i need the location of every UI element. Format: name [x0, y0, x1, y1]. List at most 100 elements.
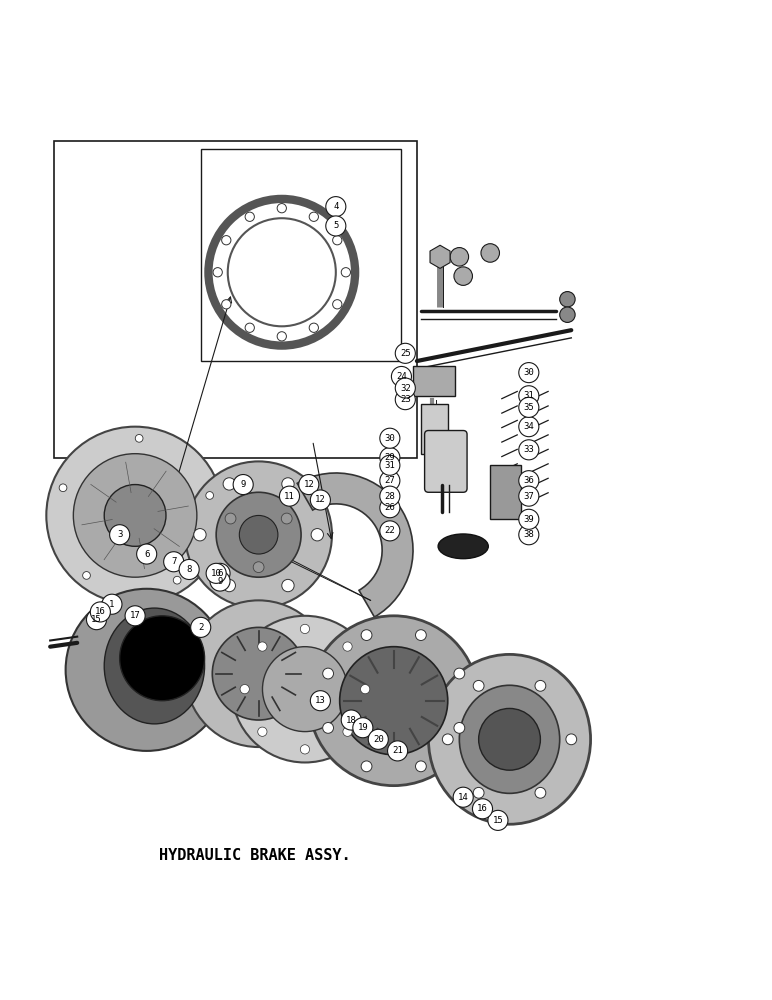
Circle shape: [222, 236, 231, 245]
Text: 7: 7: [171, 557, 176, 566]
Text: HYDRAULIC BRAKE ASSY.: HYDRAULIC BRAKE ASSY.: [159, 848, 350, 863]
Circle shape: [472, 799, 493, 819]
Text: 30: 30: [384, 434, 395, 443]
Wedge shape: [297, 473, 413, 617]
Circle shape: [245, 323, 254, 332]
Circle shape: [206, 563, 226, 583]
Circle shape: [262, 647, 347, 732]
Ellipse shape: [438, 534, 488, 559]
Circle shape: [300, 745, 310, 754]
Circle shape: [191, 617, 211, 637]
Text: 8: 8: [187, 565, 191, 574]
Text: 16: 16: [477, 804, 488, 813]
Circle shape: [519, 363, 539, 383]
Circle shape: [481, 244, 499, 262]
Circle shape: [223, 478, 235, 490]
Circle shape: [46, 427, 224, 604]
Circle shape: [212, 627, 305, 720]
Circle shape: [323, 668, 334, 679]
Circle shape: [535, 680, 546, 691]
Circle shape: [240, 685, 249, 694]
Circle shape: [361, 630, 372, 641]
Ellipse shape: [66, 589, 228, 751]
Circle shape: [388, 741, 408, 761]
Circle shape: [222, 300, 231, 309]
Text: 12: 12: [303, 480, 314, 489]
Circle shape: [277, 204, 286, 213]
Circle shape: [519, 417, 539, 437]
Circle shape: [442, 734, 453, 745]
Text: 23: 23: [400, 395, 411, 404]
Circle shape: [395, 378, 415, 398]
Text: 26: 26: [384, 503, 395, 512]
Circle shape: [245, 212, 254, 221]
Circle shape: [415, 761, 426, 772]
Circle shape: [194, 529, 206, 541]
Circle shape: [310, 691, 330, 711]
Text: 6: 6: [144, 550, 149, 559]
Text: 14: 14: [458, 793, 469, 802]
Circle shape: [380, 521, 400, 541]
Circle shape: [535, 787, 546, 798]
Circle shape: [450, 248, 469, 266]
Circle shape: [326, 216, 346, 236]
Circle shape: [216, 492, 301, 577]
Circle shape: [225, 513, 236, 524]
Text: 28: 28: [384, 492, 395, 501]
Text: 21: 21: [392, 746, 403, 755]
Circle shape: [391, 366, 411, 387]
Text: 22: 22: [384, 526, 395, 535]
Circle shape: [59, 484, 67, 492]
Circle shape: [104, 485, 166, 546]
Text: 36: 36: [523, 476, 534, 485]
Text: 27: 27: [384, 476, 395, 485]
Circle shape: [258, 727, 267, 736]
Text: 2: 2: [198, 623, 203, 632]
Text: 9: 9: [218, 577, 222, 586]
Circle shape: [519, 486, 539, 506]
Text: 35: 35: [523, 403, 534, 412]
Text: 39: 39: [523, 515, 534, 524]
Circle shape: [519, 397, 539, 417]
Circle shape: [488, 810, 508, 830]
Circle shape: [173, 576, 181, 584]
Circle shape: [341, 710, 361, 730]
Circle shape: [253, 562, 264, 573]
Text: 30: 30: [523, 368, 534, 377]
Text: 32: 32: [400, 384, 411, 393]
Circle shape: [239, 515, 278, 554]
Circle shape: [343, 642, 352, 651]
Circle shape: [210, 571, 230, 591]
Text: 19: 19: [357, 723, 368, 732]
Circle shape: [228, 218, 336, 326]
Circle shape: [277, 332, 286, 341]
Circle shape: [86, 610, 107, 630]
Circle shape: [210, 563, 230, 583]
Circle shape: [232, 616, 378, 762]
Circle shape: [560, 307, 575, 322]
Circle shape: [454, 267, 472, 285]
Circle shape: [233, 475, 253, 495]
Circle shape: [223, 579, 235, 592]
Text: 1: 1: [110, 600, 114, 609]
Ellipse shape: [309, 616, 479, 786]
Text: 20: 20: [373, 735, 384, 744]
Text: 12: 12: [315, 495, 326, 504]
Circle shape: [206, 492, 214, 499]
Circle shape: [110, 525, 130, 545]
Text: 31: 31: [384, 461, 395, 470]
Circle shape: [258, 642, 267, 651]
Circle shape: [361, 685, 370, 694]
Circle shape: [309, 212, 318, 221]
Circle shape: [519, 525, 539, 545]
Circle shape: [326, 197, 346, 217]
Text: 17: 17: [130, 611, 141, 620]
Circle shape: [380, 428, 400, 448]
Circle shape: [299, 475, 319, 495]
Circle shape: [310, 490, 330, 510]
Text: 25: 25: [400, 349, 411, 358]
Text: 24: 24: [396, 372, 407, 381]
Circle shape: [164, 552, 184, 572]
Circle shape: [311, 529, 323, 541]
Text: 15: 15: [91, 615, 102, 624]
